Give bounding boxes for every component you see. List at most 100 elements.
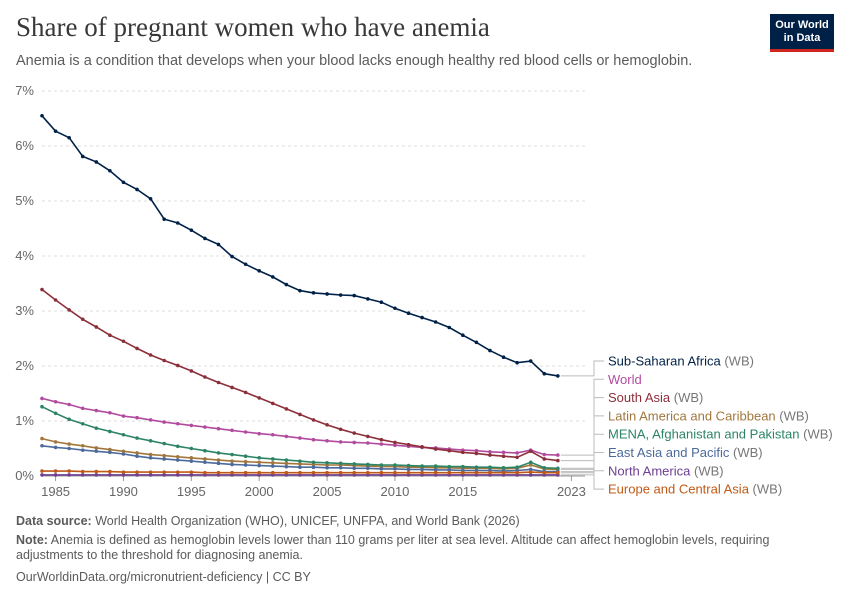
- data-point: [257, 431, 262, 436]
- data-point: [366, 462, 370, 467]
- data-point: [311, 460, 316, 465]
- series-line[interactable]: [41, 115, 559, 377]
- legend-connector: [560, 397, 604, 462]
- data-point: [40, 473, 44, 477]
- data-point: [366, 441, 370, 445]
- legend[interactable]: Sub-Saharan Africa (WB) World South Asia (…: [560, 354, 833, 497]
- data-point: [108, 447, 112, 452]
- legend-label[interactable]: Europe and Central Asia (WB): [608, 482, 782, 497]
- series-line[interactable]: [41, 288, 558, 462]
- data-point: [311, 291, 316, 295]
- data-point: [40, 469, 44, 473]
- data-point: [67, 469, 71, 473]
- data-point: [121, 452, 126, 456]
- data-point: [338, 465, 343, 470]
- data-point: [257, 456, 262, 460]
- data-point: [189, 369, 194, 373]
- data-point: [298, 465, 302, 470]
- legend-label[interactable]: East Asia and Pacific (WB): [608, 445, 763, 460]
- data-point: [135, 187, 139, 192]
- data-point: [80, 469, 85, 474]
- data-point: [284, 470, 289, 475]
- data-point: [379, 437, 384, 442]
- data-point: [311, 418, 316, 422]
- data-point: [406, 470, 411, 475]
- source-url[interactable]: OurWorldinData.org/micronutrient-deficie…: [16, 570, 311, 584]
- data-point: [515, 360, 519, 365]
- data-point: [298, 412, 302, 417]
- data-point: [352, 431, 357, 435]
- data-point: [162, 420, 166, 424]
- data-point: [257, 269, 262, 273]
- legend-label[interactable]: World: [608, 372, 642, 387]
- data-point: [366, 466, 370, 471]
- data-point: [488, 450, 492, 454]
- x-tick-label: 2015: [448, 484, 477, 499]
- y-tick-label: 4%: [15, 248, 34, 263]
- data-point: [203, 236, 207, 241]
- logo-line-2: in Data: [783, 32, 821, 44]
- data-point: [162, 217, 166, 221]
- data-point: [270, 470, 275, 475]
- data-point: [447, 468, 452, 472]
- data-point: [406, 463, 411, 468]
- data-point: [189, 470, 194, 474]
- legend-label[interactable]: South Asia (WB): [608, 390, 703, 405]
- data-point: [325, 470, 329, 475]
- data-point: [461, 470, 465, 475]
- data-point: [230, 385, 234, 390]
- data-point: [67, 417, 71, 422]
- data-point: [80, 317, 85, 322]
- data-point: [53, 469, 58, 473]
- data-point: [298, 459, 302, 463]
- data-point: [433, 464, 438, 468]
- data-point: [243, 454, 248, 459]
- legend-label[interactable]: MENA, Afghanistan and Pakistan (WB): [608, 427, 833, 442]
- data-point: [556, 470, 560, 475]
- owid-logo[interactable]: Our World in Data: [770, 14, 834, 52]
- chart-title: Share of pregnant women who have anemia: [16, 12, 490, 42]
- legend-label[interactable]: Sub-Saharan Africa (WB): [608, 354, 754, 369]
- data-point: [542, 470, 547, 475]
- data-point: [542, 457, 547, 461]
- data-point: [80, 443, 85, 448]
- data-point: [67, 308, 71, 312]
- data-point: [216, 380, 221, 385]
- legend-label[interactable]: Latin America and Caribbean (WB): [608, 408, 809, 423]
- data-point: [175, 458, 180, 462]
- data-point: [528, 460, 533, 465]
- data-point: [148, 439, 153, 443]
- data-point: [230, 254, 234, 259]
- data-point: [284, 282, 289, 287]
- data-point: [94, 426, 99, 430]
- data-point: [135, 436, 139, 440]
- data-point: [379, 300, 384, 305]
- data-point: [162, 358, 166, 363]
- chart-subtitle: Anemia is a condition that develops when…: [16, 53, 693, 69]
- source-text: World Health Organization (WHO), UNICEF,…: [95, 514, 520, 528]
- data-point: [243, 470, 248, 475]
- data-point: [461, 333, 465, 338]
- data-point: [515, 465, 519, 470]
- data-point: [94, 469, 99, 474]
- legend-label[interactable]: North America (WB): [608, 463, 724, 478]
- data-point: [325, 465, 329, 470]
- data-point: [53, 399, 58, 404]
- data-point: [94, 160, 99, 164]
- data-point: [108, 410, 112, 415]
- data-point: [325, 461, 329, 465]
- data-point: [393, 463, 397, 467]
- data-point: [284, 458, 289, 462]
- data-point: [148, 418, 153, 422]
- data-point: [53, 129, 58, 133]
- data-point: [80, 448, 85, 452]
- data-point: [135, 470, 139, 474]
- data-point: [270, 432, 275, 437]
- data-point: [108, 469, 112, 474]
- data-point: [40, 396, 44, 401]
- data-point: [488, 470, 492, 475]
- series-line[interactable]: [41, 397, 558, 456]
- data-point: [298, 462, 302, 466]
- data-point: [542, 371, 547, 376]
- data-point: [230, 462, 234, 467]
